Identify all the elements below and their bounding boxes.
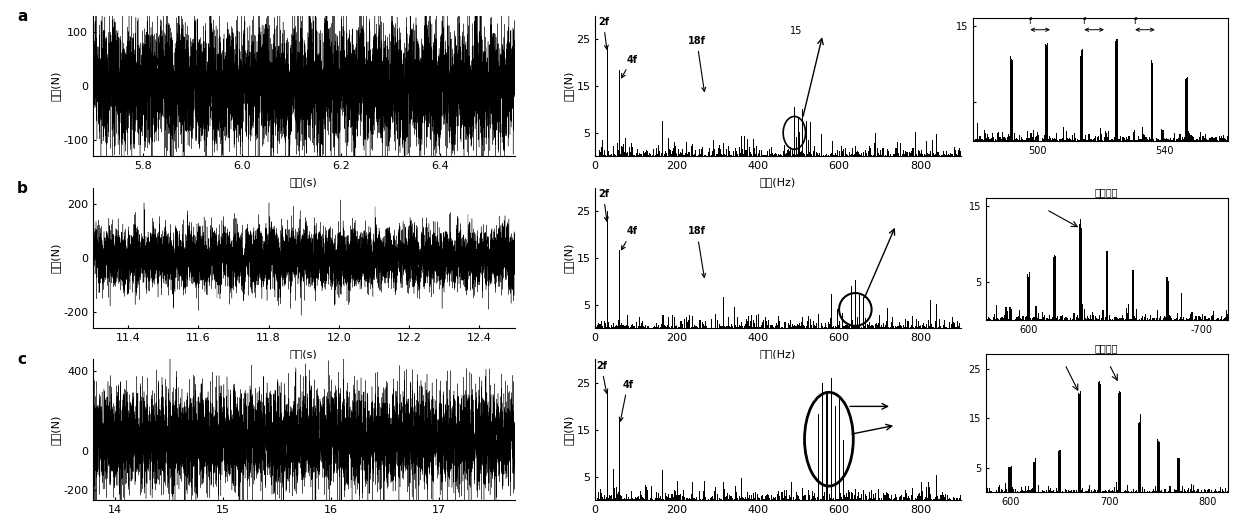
- Text: f: f: [1029, 17, 1032, 27]
- Y-axis label: 幅値(N): 幅値(N): [51, 243, 61, 273]
- Y-axis label: 幅値(N): 幅値(N): [51, 415, 61, 445]
- Text: 4f: 4f: [619, 380, 634, 421]
- Y-axis label: 幅値(N): 幅値(N): [563, 71, 573, 101]
- Text: f: f: [1083, 17, 1086, 27]
- Y-axis label: 幅値(N): 幅値(N): [563, 243, 573, 273]
- Text: b: b: [17, 181, 29, 195]
- Text: a: a: [17, 9, 27, 23]
- X-axis label: 时间(s): 时间(s): [290, 177, 317, 187]
- X-axis label: 时间(s): 时间(s): [290, 349, 317, 358]
- Text: 4f: 4f: [621, 55, 637, 78]
- Text: f: f: [1133, 17, 1137, 27]
- X-axis label: 频率(Hz): 频率(Hz): [760, 177, 796, 187]
- Y-axis label: 幅値(N): 幅値(N): [563, 415, 573, 445]
- Text: 2f: 2f: [598, 17, 609, 49]
- Text: 2f: 2f: [598, 189, 609, 221]
- Text: 18f: 18f: [688, 227, 706, 277]
- Y-axis label: 幅値(N): 幅値(N): [51, 71, 61, 101]
- X-axis label: 频率(Hz): 频率(Hz): [760, 349, 796, 358]
- Text: 2f: 2f: [595, 361, 608, 393]
- Text: 4f: 4f: [621, 227, 637, 250]
- Title: 微弱颤振: 微弱颤振: [1095, 187, 1118, 197]
- Text: c: c: [17, 353, 26, 367]
- Text: 18f: 18f: [688, 36, 706, 91]
- Title: 严重颤振: 严重颤振: [1095, 343, 1118, 354]
- Text: 15: 15: [790, 27, 802, 36]
